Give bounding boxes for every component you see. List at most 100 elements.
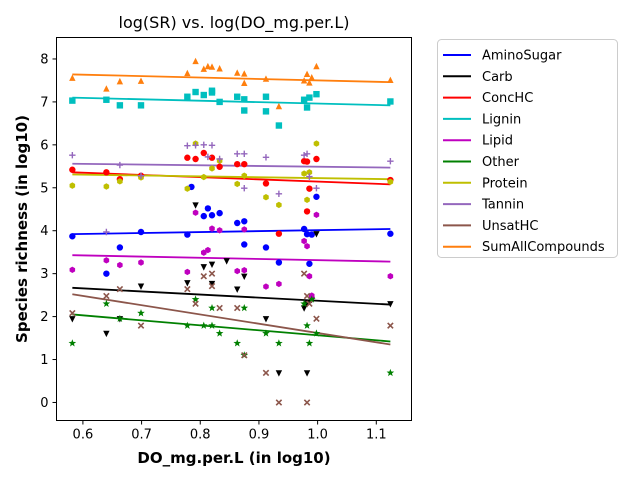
y-tick-label: 7 (40, 95, 48, 110)
data-point (234, 267, 240, 275)
data-point (300, 77, 308, 84)
data-point (304, 242, 310, 250)
data-point (241, 70, 248, 77)
data-point (216, 155, 223, 163)
data-point (208, 282, 216, 290)
data-point (234, 219, 241, 227)
data-point (303, 399, 311, 406)
data-point (313, 211, 320, 219)
data-point (240, 304, 249, 312)
data-point (305, 339, 314, 347)
legend-entry: Carb (482, 70, 513, 85)
data-point (301, 170, 307, 177)
data-point (216, 65, 223, 72)
data-point (241, 351, 248, 359)
data-point (263, 194, 269, 201)
data-point (200, 91, 207, 99)
series-aminosugar-points (69, 183, 394, 277)
data-point (300, 96, 308, 103)
data-point (300, 299, 308, 307)
x-axis: 0.6 0.7 0.8 0.9 1.0 1.1 (73, 420, 387, 443)
legend-entry: Lignin (482, 112, 521, 127)
data-point (241, 185, 248, 192)
data-point (216, 227, 223, 234)
data-point (183, 321, 192, 329)
data-point (306, 300, 313, 307)
x-axis-title: DO_mg.per.L (in log10) (137, 449, 330, 467)
data-point (300, 305, 308, 312)
x-tick-label: 0.8 (190, 428, 211, 443)
data-point (387, 157, 394, 165)
legend-entry: AminoSugar (482, 49, 562, 64)
data-point (387, 178, 394, 185)
data-point (199, 321, 208, 329)
data-point (192, 202, 199, 209)
data-point (304, 196, 310, 203)
data-point (262, 154, 270, 161)
data-point (262, 75, 270, 82)
y-tick-label: 8 (40, 52, 48, 67)
y-tick-label: 3 (40, 267, 48, 282)
data-point (387, 322, 394, 329)
data-point (137, 283, 145, 290)
fit-line-lipid (72, 254, 391, 263)
data-point (387, 98, 394, 105)
data-point (313, 155, 320, 163)
data-point (262, 244, 270, 251)
data-point (103, 270, 110, 277)
data-point (216, 98, 223, 106)
data-point (192, 142, 199, 149)
data-point (313, 185, 320, 192)
legend-entry: UnsatHC (482, 219, 538, 234)
data-point (69, 166, 76, 173)
data-point (241, 267, 248, 274)
data-point (306, 169, 313, 176)
data-point (262, 369, 270, 377)
data-point (223, 258, 230, 265)
data-point (204, 205, 212, 212)
data-point (303, 208, 311, 215)
data-point (209, 165, 215, 172)
series-other-points (68, 295, 395, 377)
data-point (208, 261, 216, 269)
data-point (313, 193, 320, 200)
data-point (200, 264, 207, 271)
legend-frame (437, 39, 618, 258)
data-point (137, 228, 145, 236)
data-point (137, 322, 145, 329)
data-point (262, 329, 270, 337)
data-point (103, 85, 110, 92)
data-point (192, 300, 199, 307)
data-point (102, 299, 111, 307)
fit-line-aminosugar (72, 228, 391, 236)
data-point (308, 74, 315, 81)
y-tick-label: 1 (40, 353, 48, 368)
y-axis: 0 1 2 3 4 5 6 7 8 (40, 52, 57, 411)
data-point (241, 79, 248, 87)
data-point (303, 70, 311, 78)
series-lignin-points (69, 87, 394, 129)
data-point (241, 241, 248, 248)
data-point (68, 339, 77, 347)
data-point (200, 141, 207, 149)
data-point (69, 151, 76, 159)
data-point (192, 209, 199, 216)
data-point (262, 316, 270, 323)
data-point (208, 142, 216, 149)
data-point (241, 96, 248, 103)
data-point (117, 261, 123, 269)
data-point (103, 96, 110, 103)
data-point (262, 180, 270, 187)
legend-entry: Tannin (481, 198, 524, 213)
data-point (116, 244, 124, 251)
data-point (204, 153, 212, 161)
data-point (387, 301, 394, 308)
data-point (184, 93, 191, 100)
data-point (241, 160, 248, 168)
data-point (275, 230, 283, 237)
data-point (184, 154, 191, 161)
data-point (208, 212, 216, 219)
y-axis-title: Species richness (in log10) (13, 115, 31, 343)
data-point (241, 218, 248, 225)
data-point (208, 63, 216, 70)
